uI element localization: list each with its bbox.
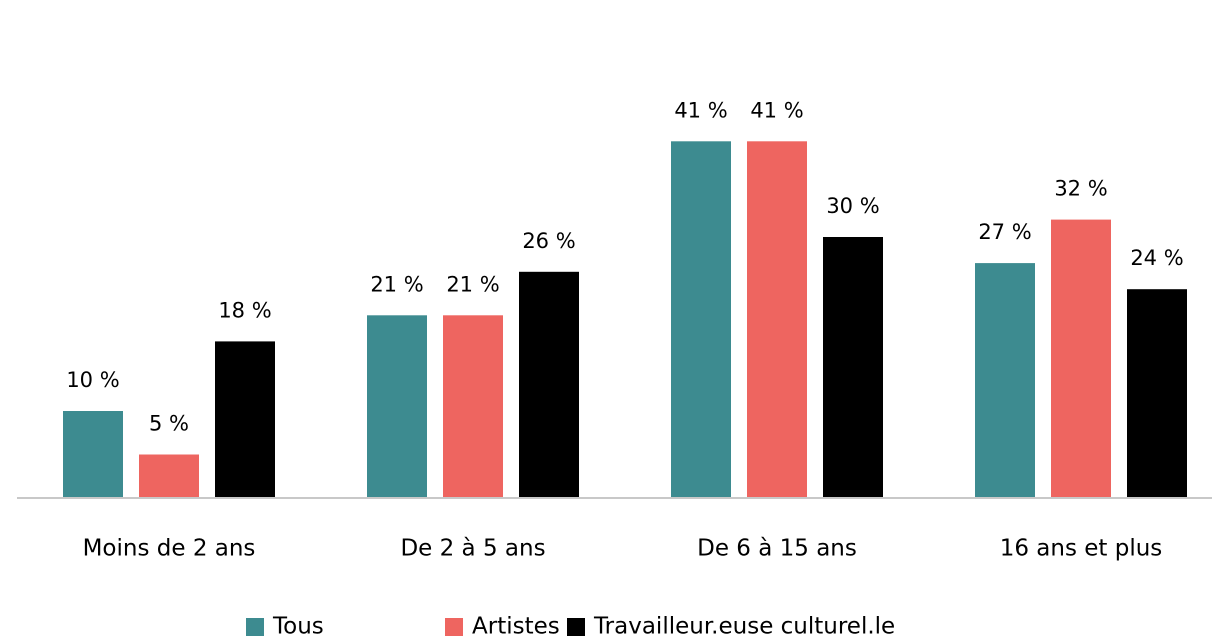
bar — [671, 141, 731, 499]
legend-label: Tous — [272, 614, 324, 640]
value-label: 30 % — [826, 194, 879, 218]
value-label: 18 % — [218, 298, 271, 322]
bar — [747, 141, 807, 499]
bar — [215, 341, 275, 498]
value-label: 5 % — [149, 412, 189, 436]
value-label: 24 % — [1130, 246, 1183, 270]
x-tick-label: De 2 à 5 ans — [400, 536, 545, 562]
value-label: 21 % — [446, 272, 499, 296]
bar — [1051, 219, 1111, 498]
x-tick-label: De 6 à 15 ans — [697, 536, 857, 562]
value-label: 41 % — [674, 98, 727, 122]
bar — [519, 271, 579, 498]
value-label: 21 % — [370, 272, 423, 296]
bar — [975, 263, 1035, 498]
bar — [63, 411, 123, 498]
value-label: 41 % — [750, 98, 803, 122]
value-label: 26 % — [522, 229, 575, 253]
legend-label: Artistes — [472, 614, 560, 640]
value-label: 32 % — [1054, 177, 1107, 201]
x-tick-label: 16 ans et plus — [1000, 536, 1163, 562]
bar — [1127, 289, 1187, 498]
bar — [443, 315, 503, 498]
value-label: 10 % — [66, 368, 119, 392]
legend-label: Travailleur.euse culturel.le — [593, 614, 895, 640]
legend-swatch — [567, 618, 585, 636]
legend-swatch — [246, 618, 264, 636]
bar — [823, 237, 883, 498]
bar — [367, 315, 427, 498]
legend-swatch — [445, 618, 463, 636]
value-label: 27 % — [978, 220, 1031, 244]
bar — [139, 454, 199, 498]
x-tick-label: Moins de 2 ans — [83, 536, 256, 562]
